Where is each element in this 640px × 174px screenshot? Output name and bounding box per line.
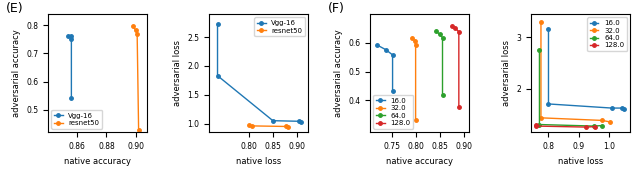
resnet50 <box>129 25 136 27</box>
Vgg-16 <box>214 23 221 25</box>
32.0 <box>411 40 419 42</box>
16.0 <box>388 90 396 92</box>
Line: 16.0: 16.0 <box>376 43 394 93</box>
Y-axis label: adversarial loss: adversarial loss <box>173 40 182 106</box>
Legend: Vgg-16, resnet50: Vgg-16, resnet50 <box>51 110 102 129</box>
64.0 <box>536 124 543 126</box>
64.0 <box>436 33 444 35</box>
X-axis label: native loss: native loss <box>558 157 604 165</box>
resnet50 <box>135 129 143 131</box>
64.0 <box>438 94 446 96</box>
64.0 <box>438 37 446 39</box>
16.0 <box>621 108 628 110</box>
128.0 <box>532 125 540 127</box>
Line: 16.0: 16.0 <box>547 28 626 111</box>
Vgg-16 <box>214 75 221 77</box>
Line: 128.0: 128.0 <box>451 25 461 109</box>
Text: (F): (F) <box>328 2 345 15</box>
Y-axis label: adversarial accuracy: adversarial accuracy <box>333 29 342 117</box>
Vgg-16 <box>68 38 76 40</box>
64.0 <box>536 49 543 52</box>
Y-axis label: adversarial loss: adversarial loss <box>502 40 511 106</box>
resnet50 <box>132 29 140 31</box>
Legend: Vgg-16, resnet50: Vgg-16, resnet50 <box>255 17 305 36</box>
resnet50 <box>133 33 141 35</box>
32.0 <box>408 37 416 39</box>
Line: Vgg-16: Vgg-16 <box>67 34 73 100</box>
32.0 <box>537 117 545 119</box>
128.0 <box>582 126 590 128</box>
Vgg-16 <box>269 120 276 122</box>
32.0 <box>412 44 419 46</box>
Line: 128.0: 128.0 <box>534 123 597 129</box>
Legend: 16.0, 32.0, 64.0, 128.0: 16.0, 32.0, 64.0, 128.0 <box>588 17 627 51</box>
Text: (E): (E) <box>6 2 24 15</box>
64.0 <box>433 30 440 32</box>
Line: 32.0: 32.0 <box>410 36 417 122</box>
resnet50 <box>282 125 290 128</box>
32.0 <box>598 119 606 121</box>
resnet50 <box>284 126 292 128</box>
16.0 <box>545 28 552 30</box>
64.0 <box>598 125 606 127</box>
Vgg-16 <box>295 120 303 122</box>
resnet50 <box>248 125 255 127</box>
Line: resnet50: resnet50 <box>131 24 140 132</box>
16.0 <box>373 44 381 46</box>
X-axis label: native accuracy: native accuracy <box>64 157 131 165</box>
16.0 <box>545 103 552 105</box>
Vgg-16 <box>298 121 305 123</box>
128.0 <box>455 106 463 108</box>
Y-axis label: adversarial accuracy: adversarial accuracy <box>12 29 20 117</box>
64.0 <box>590 125 598 127</box>
128.0 <box>532 124 540 126</box>
16.0 <box>382 49 390 51</box>
32.0 <box>606 121 614 123</box>
Vgg-16 <box>68 97 76 100</box>
16.0 <box>608 107 616 109</box>
128.0 <box>448 25 456 27</box>
Vgg-16 <box>68 35 76 37</box>
Legend: 16.0, 32.0, 64.0, 128.0: 16.0, 32.0, 64.0, 128.0 <box>374 95 413 129</box>
Line: 64.0: 64.0 <box>435 30 444 97</box>
X-axis label: native accuracy: native accuracy <box>386 157 453 165</box>
128.0 <box>452 27 460 29</box>
16.0 <box>388 54 396 56</box>
128.0 <box>591 125 599 128</box>
Line: Vgg-16: Vgg-16 <box>216 23 303 124</box>
X-axis label: native loss: native loss <box>236 157 282 165</box>
resnet50 <box>245 124 253 126</box>
Line: resnet50: resnet50 <box>248 124 290 129</box>
128.0 <box>455 31 463 33</box>
Line: 64.0: 64.0 <box>538 49 604 128</box>
32.0 <box>537 21 545 23</box>
Line: 32.0: 32.0 <box>540 20 612 124</box>
32.0 <box>412 119 419 121</box>
16.0 <box>618 107 626 109</box>
Vgg-16 <box>65 35 72 37</box>
